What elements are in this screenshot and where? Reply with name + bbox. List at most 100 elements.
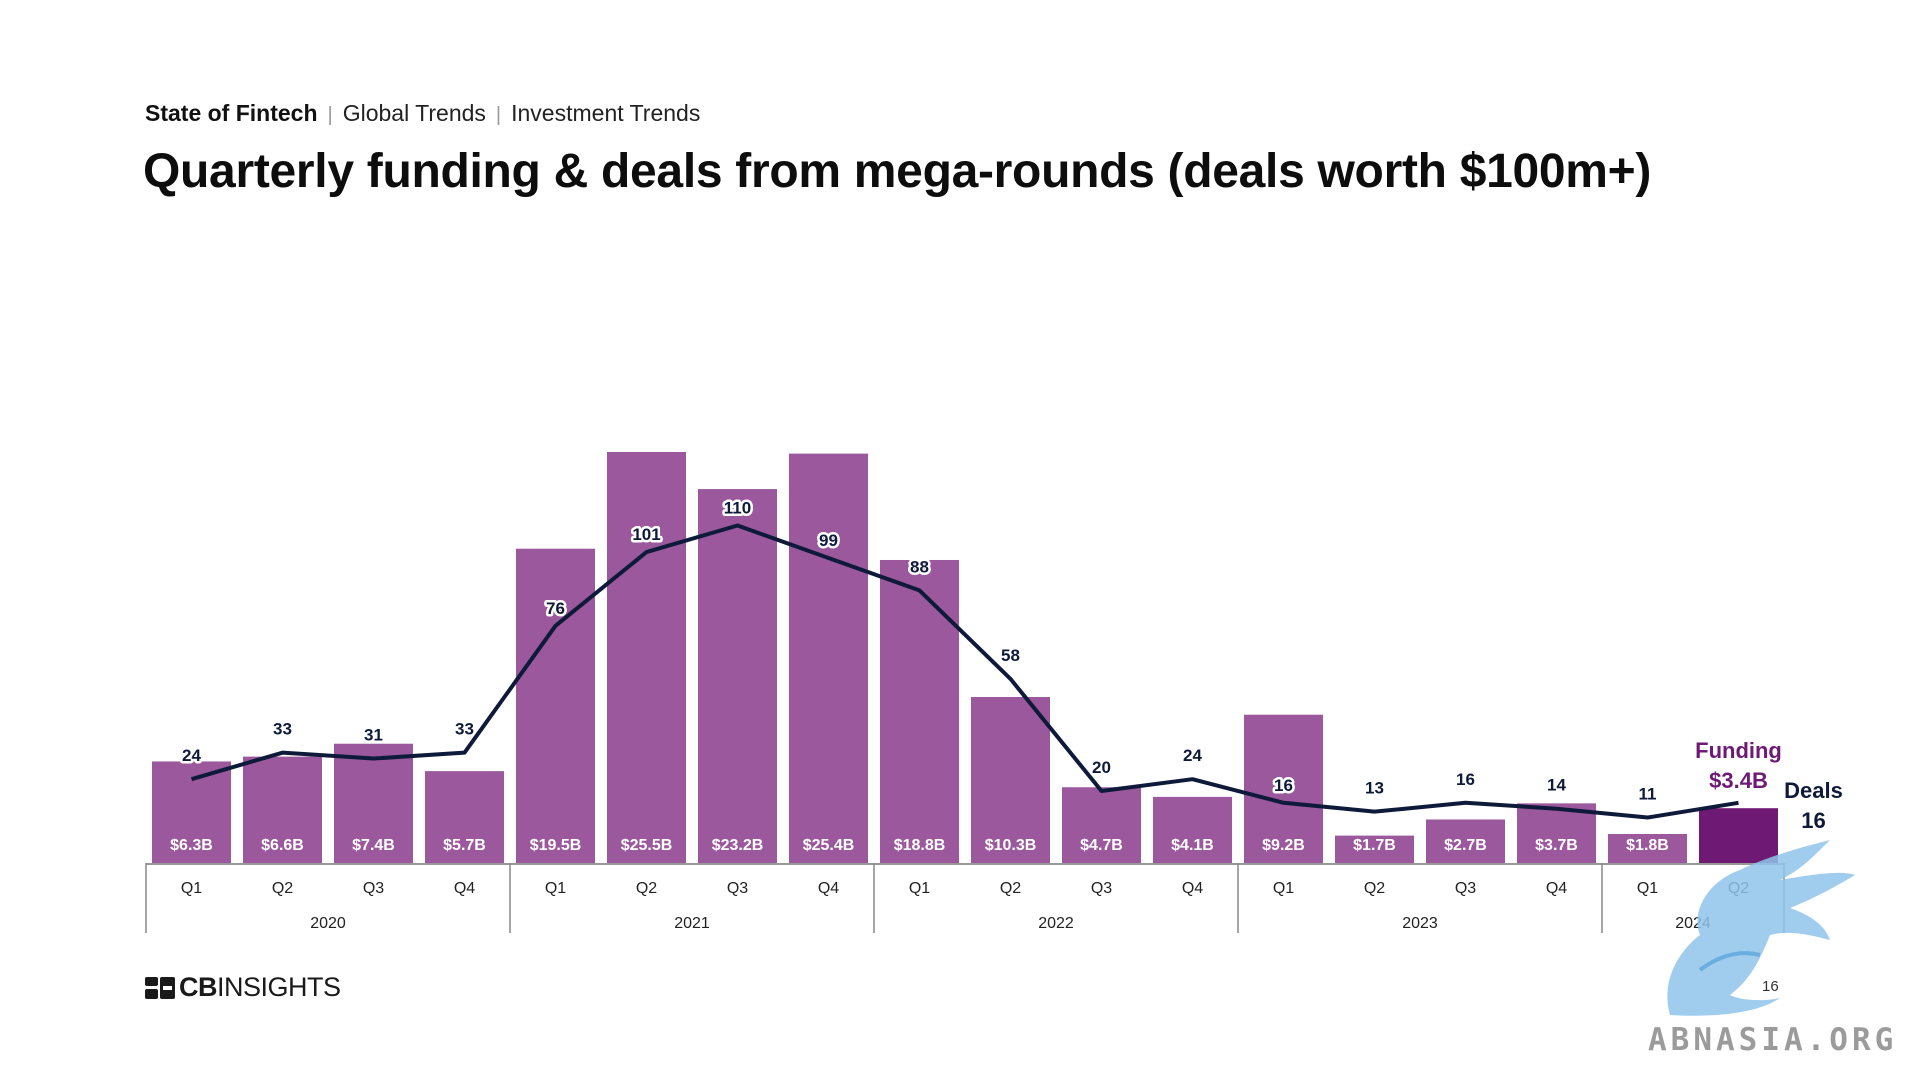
quarter-tick-label: Q2 (272, 880, 293, 897)
funding-bar (1335, 835, 1414, 863)
logo-text-light: INSIGHTS (217, 972, 341, 1002)
deal-label: 13 (1365, 779, 1384, 798)
funding-bar (1153, 796, 1232, 863)
breadcrumb-separator: | (495, 104, 502, 126)
funding-label: $7.4B (352, 837, 395, 854)
quarter-tick-label: Q2 (1364, 880, 1385, 897)
funding-label: $6.3B (170, 837, 213, 854)
quarter-tick-label: Q1 (545, 880, 566, 897)
deal-label-halo: 110 (724, 499, 751, 518)
funding-bar (607, 452, 686, 863)
year-label: 2021 (674, 915, 710, 932)
deal-label: 76 (546, 599, 565, 618)
logo-text-bold: CB (179, 972, 218, 1002)
deal-label-halo: 33 (455, 720, 474, 739)
quarter-tick-label: Q3 (363, 880, 384, 897)
breadcrumb-separator: | (327, 104, 333, 126)
funding-label: $23.2B (712, 837, 764, 854)
quarter-tick-label: Q3 (1091, 880, 1112, 897)
year-label: 2023 (1402, 915, 1438, 932)
funding-bar (1062, 787, 1141, 863)
deal-label: 14 (1547, 776, 1566, 795)
quarter-tick-label: Q4 (454, 880, 475, 897)
funding-label: $10.3B (985, 837, 1037, 854)
deal-label: 110 (724, 499, 751, 518)
quarter-tick-label: Q2 (1000, 880, 1021, 897)
funding-callout-title: Funding (1695, 738, 1782, 763)
quarter-tick-label: Q1 (1637, 880, 1658, 897)
year-label: 2020 (310, 915, 346, 932)
quarter-tick-label: Q2 (636, 880, 657, 897)
funding-bar (334, 743, 413, 863)
funding-bar (425, 771, 504, 863)
quarter-tick-label: Q1 (1273, 880, 1294, 897)
deal-label: 101 (632, 525, 660, 544)
deal-label: 58 (1001, 646, 1020, 665)
cb-insights-logo: CBINSIGHTS (145, 972, 341, 1003)
page-title: Quarterly funding & deals from mega-roun… (143, 145, 1652, 198)
watermark-text: ABNASIA.ORG (1648, 1022, 1898, 1058)
funding-bar (698, 489, 777, 863)
quarter-tick-label: Q1 (181, 880, 202, 897)
deal-label-halo: 101 (632, 525, 660, 544)
deal-label: 31 (364, 726, 383, 745)
deals-callout-title: Deals (1784, 778, 1843, 803)
dragon-watermark-icon (1667, 840, 1855, 1016)
funding-label: $18.8B (894, 837, 946, 854)
funding-bar (880, 559, 959, 863)
deal-label-halo: 58 (1001, 646, 1020, 665)
deal-label-halo: 16 (1456, 770, 1475, 789)
deal-label-halo: 24 (182, 746, 201, 765)
funding-label: $9.2B (1262, 837, 1305, 854)
page-number: 16 (1762, 978, 1779, 995)
funding-label: $3.7B (1535, 837, 1578, 854)
deal-label-halo: 14 (1547, 776, 1566, 795)
breadcrumb-section: State of Fintech (145, 100, 318, 126)
funding-bar (971, 696, 1050, 863)
funding-label: $1.8B (1626, 837, 1669, 854)
quarter-tick-label: Q4 (818, 880, 839, 897)
quarter-tick-label: Q1 (909, 880, 930, 897)
deal-label: 24 (182, 746, 201, 765)
deal-label: 24 (1183, 746, 1202, 765)
funding-bar (1699, 808, 1778, 863)
funding-label: $5.7B (443, 837, 486, 854)
funding-label: $1.7B (1353, 837, 1396, 854)
breadcrumb-topic: Global Trends (342, 100, 486, 126)
deal-label-halo: 33 (273, 720, 292, 739)
year-label: 2022 (1038, 915, 1074, 932)
deals-line (190, 523, 1739, 820)
deal-label: 88 (910, 557, 929, 576)
funding-label: $4.7B (1080, 837, 1123, 854)
funding-bar (1244, 714, 1323, 863)
funding-callout-value: $3.4B (1709, 768, 1768, 793)
funding-bar (243, 756, 322, 863)
funding-label: $25.5B (621, 837, 673, 854)
deal-label: 11 (1639, 785, 1657, 804)
funding-label: $19.5B (530, 837, 582, 854)
deal-label-halo: 88 (910, 557, 929, 576)
funding-bar (516, 548, 595, 863)
cb-logo-mark-icon (145, 976, 175, 999)
deal-label-halo: 13 (1365, 779, 1384, 798)
funding-label: $25.4B (803, 837, 855, 854)
funding-label: $6.6B (261, 837, 304, 854)
funding-bar (789, 453, 868, 863)
deals-callout-value: 16 (1801, 808, 1825, 833)
funding-label: $4.1B (1171, 837, 1214, 854)
deal-label-halo: 24 (1183, 746, 1202, 765)
deal-label-halo: 16 (1274, 776, 1293, 795)
deal-label: 33 (455, 720, 474, 739)
deal-label: 20 (1092, 758, 1111, 777)
deal-label-halo: 76 (546, 599, 565, 618)
quarter-tick-label: Q3 (727, 880, 748, 897)
deal-label-halo: 99 (819, 531, 838, 550)
breadcrumb: State of Fintech | Global Trends | Investmen… (145, 100, 700, 127)
funding-label: $2.7B (1444, 837, 1487, 854)
deal-label-halo: 11 (1639, 785, 1657, 804)
funding-bar (1426, 819, 1505, 863)
deal-label: 99 (819, 531, 838, 550)
deal-label-halo: 20 (1092, 758, 1111, 777)
deal-label: 16 (1456, 770, 1475, 789)
